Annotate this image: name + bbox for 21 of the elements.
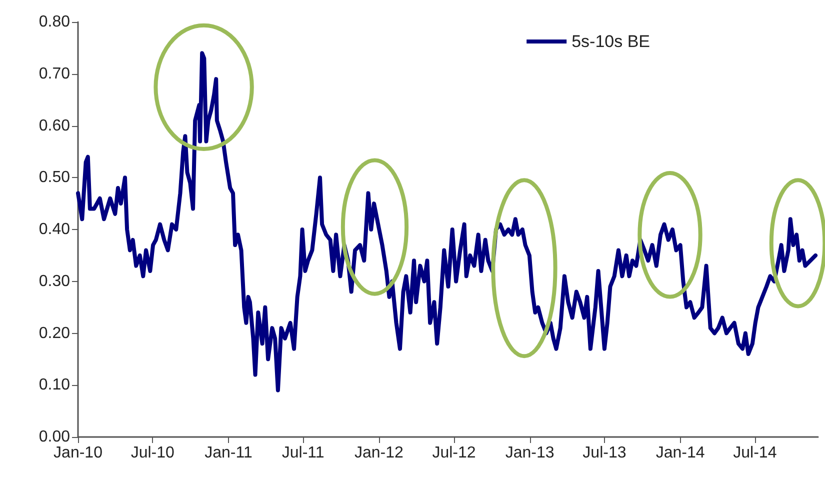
x-tick-label: Jan-12 <box>354 444 404 462</box>
x-tick-label: Jan-10 <box>54 444 103 462</box>
y-tick-label: 0.40 <box>38 221 70 238</box>
line-series <box>76 51 818 392</box>
legend-label: 5s-10s BE <box>572 32 650 51</box>
y-tick-label: 0.50 <box>38 169 70 186</box>
y-tick-label: 0.10 <box>38 376 70 394</box>
x-tick-label: Jan-11 <box>204 444 252 462</box>
x-tick-label: Jul-13 <box>582 444 626 462</box>
x-tick-label: Jul-10 <box>130 444 175 462</box>
x-tick-label: Jul-14 <box>733 444 777 462</box>
y-tick-label: 0.80 <box>38 14 70 30</box>
y-tick-label: 0.30 <box>38 272 70 290</box>
y-tick-label: 0.20 <box>38 324 70 342</box>
x-tick-label: Jul-12 <box>432 444 476 462</box>
x-tick-label: Jan-14 <box>656 444 705 462</box>
y-tick-label: 0.70 <box>38 65 70 82</box>
x-tick-label: Jan-13 <box>505 444 554 462</box>
y-tick-label: 0.00 <box>38 428 70 446</box>
x-tick-label: Jul-11 <box>282 444 324 462</box>
y-tick-label: 0.60 <box>38 117 70 134</box>
